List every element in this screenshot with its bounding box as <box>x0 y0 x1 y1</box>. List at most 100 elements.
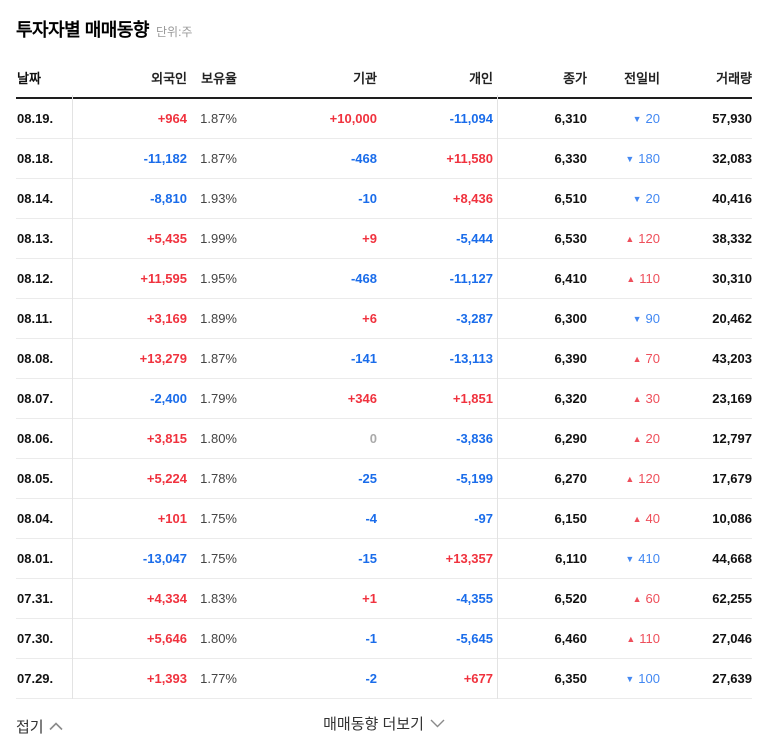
institution-cell: +9 <box>362 231 377 246</box>
up-triangle-icon: ▲ <box>625 474 635 484</box>
individual-cell: -3,836 <box>456 431 493 446</box>
close-price-cell: 6,110 <box>555 551 587 566</box>
individual-cell: -11,127 <box>449 271 493 286</box>
volume-cell: 32,083 <box>712 151 752 166</box>
volume-cell: 40,416 <box>712 191 752 206</box>
institution-cell: -15 <box>358 551 377 566</box>
institution-cell: +1 <box>362 591 377 606</box>
date-cell: 08.01. <box>17 551 54 566</box>
volume-cell: 57,930 <box>712 111 752 126</box>
day-change-cell: ▼ 180 <box>587 151 660 166</box>
table-row: 08.19. +964 1.87% +10,000 -11,094 6,310 … <box>16 99 752 139</box>
individual-cell: +1,851 <box>452 391 493 406</box>
day-change-cell: ▲ 110 <box>587 631 660 646</box>
day-change-cell: ▲ 70 <box>587 351 660 366</box>
institution-cell: -1 <box>365 631 377 646</box>
volume-cell: 12,797 <box>712 431 752 446</box>
more-trading-button[interactable]: 매매동향 더보기 <box>323 713 445 734</box>
date-cell: 08.12. <box>17 271 54 286</box>
close-price-cell: 6,270 <box>554 471 587 486</box>
date-cell: 07.29. <box>17 671 54 686</box>
column-header-volume: 거래량 <box>716 71 752 86</box>
change-value: 180 <box>638 151 660 166</box>
up-triangle-icon: ▲ <box>632 514 642 524</box>
institution-cell: +6 <box>362 311 377 326</box>
close-price-cell: 6,320 <box>554 391 587 406</box>
individual-cell: -5,444 <box>456 231 493 246</box>
individual-cell: +677 <box>463 671 493 686</box>
foreign-cell: -11,182 <box>143 151 187 166</box>
foreign-cell: +3,169 <box>146 311 187 326</box>
collapse-button[interactable]: 접기 <box>16 716 63 737</box>
collapse-label: 접기 <box>16 718 44 736</box>
close-price-cell: 6,530 <box>554 231 587 246</box>
change-value: 410 <box>638 551 660 566</box>
holding-ratio-cell: 1.75% <box>200 511 237 526</box>
holding-ratio-cell: 1.93% <box>200 191 237 206</box>
institution-cell: -4 <box>365 511 377 526</box>
table-row: 08.05. +5,224 1.78% -25 -5,199 6,270 ▲ 12… <box>16 459 752 499</box>
date-cell: 08.14. <box>17 191 54 206</box>
up-triangle-icon: ▲ <box>626 274 636 284</box>
volume-cell: 38,332 <box>712 231 752 246</box>
institution-cell: -10 <box>358 191 377 206</box>
holding-ratio-cell: 1.87% <box>200 151 237 166</box>
change-value: 120 <box>638 231 660 246</box>
day-change-cell: ▲ 20 <box>587 431 660 446</box>
down-triangle-icon: ▼ <box>632 114 642 124</box>
change-value: 20 <box>645 111 660 126</box>
foreign-cell: +1,393 <box>146 671 187 686</box>
change-value: 20 <box>645 191 660 206</box>
day-change-cell: ▲ 30 <box>587 391 660 406</box>
day-change-cell: ▼ 20 <box>587 191 660 206</box>
volume-cell: 10,086 <box>712 511 752 526</box>
individual-cell: -5,645 <box>456 631 493 646</box>
holding-ratio-cell: 1.87% <box>200 111 237 126</box>
chevron-up-icon <box>49 718 63 735</box>
up-triangle-icon: ▲ <box>626 634 636 644</box>
date-cell: 08.13. <box>17 231 54 246</box>
institution-cell: -468 <box>350 271 377 286</box>
close-price-cell: 6,300 <box>554 311 587 326</box>
table-row: 08.12. +11,595 1.95% -468 -11,127 6,410 … <box>16 259 752 299</box>
volume-cell: 43,203 <box>712 351 752 366</box>
day-change-cell: ▲ 40 <box>587 511 660 526</box>
foreign-cell: +5,646 <box>146 631 187 646</box>
foreign-cell: +4,334 <box>146 591 187 606</box>
volume-cell: 62,255 <box>712 591 752 606</box>
table-row: 08.08. +13,279 1.87% -141 -13,113 6,390 … <box>16 339 752 379</box>
day-change-cell: ▲ 120 <box>587 231 660 246</box>
individual-cell: -3,287 <box>456 311 493 326</box>
up-triangle-icon: ▲ <box>632 594 642 604</box>
unit-label: 단위:주 <box>155 25 193 39</box>
holding-ratio-cell: 1.80% <box>200 431 237 446</box>
date-cell: 08.07. <box>17 391 54 406</box>
column-header-ratio: 보유율 <box>201 71 237 86</box>
change-value: 40 <box>645 511 660 526</box>
title-bar: 투자자별 매매동향 단위:주 <box>0 0 768 46</box>
volume-cell: 23,169 <box>712 391 752 406</box>
individual-cell: +11,580 <box>446 151 493 166</box>
table-divider-right <box>497 95 498 699</box>
volume-cell: 27,046 <box>712 631 752 646</box>
column-header-change: 전일비 <box>624 71 660 86</box>
table-row: 08.18. -11,182 1.87% -468 +11,580 6,330 … <box>16 139 752 179</box>
individual-cell: +13,357 <box>445 551 493 566</box>
footer: 접기 매매동향 더보기 <box>0 699 768 749</box>
individual-cell: -97 <box>474 511 493 526</box>
close-price-cell: 6,390 <box>554 351 587 366</box>
individual-cell: -11,094 <box>449 111 493 126</box>
down-triangle-icon: ▼ <box>632 314 642 324</box>
change-value: 100 <box>638 671 660 686</box>
date-cell: 08.06. <box>17 431 54 446</box>
table-row: 08.07. -2,400 1.79% +346 +1,851 6,320 ▲ 3… <box>16 379 752 419</box>
column-header-close: 종가 <box>563 71 587 86</box>
foreign-cell: +13,279 <box>139 351 187 366</box>
date-cell: 08.11. <box>17 311 53 326</box>
institution-cell: +10,000 <box>329 111 377 126</box>
table-row: 07.31. +4,334 1.83% +1 -4,355 6,520 ▲ 60 … <box>16 579 752 619</box>
change-value: 20 <box>645 431 660 446</box>
change-value: 70 <box>645 351 660 366</box>
foreign-cell: -13,047 <box>142 551 187 566</box>
